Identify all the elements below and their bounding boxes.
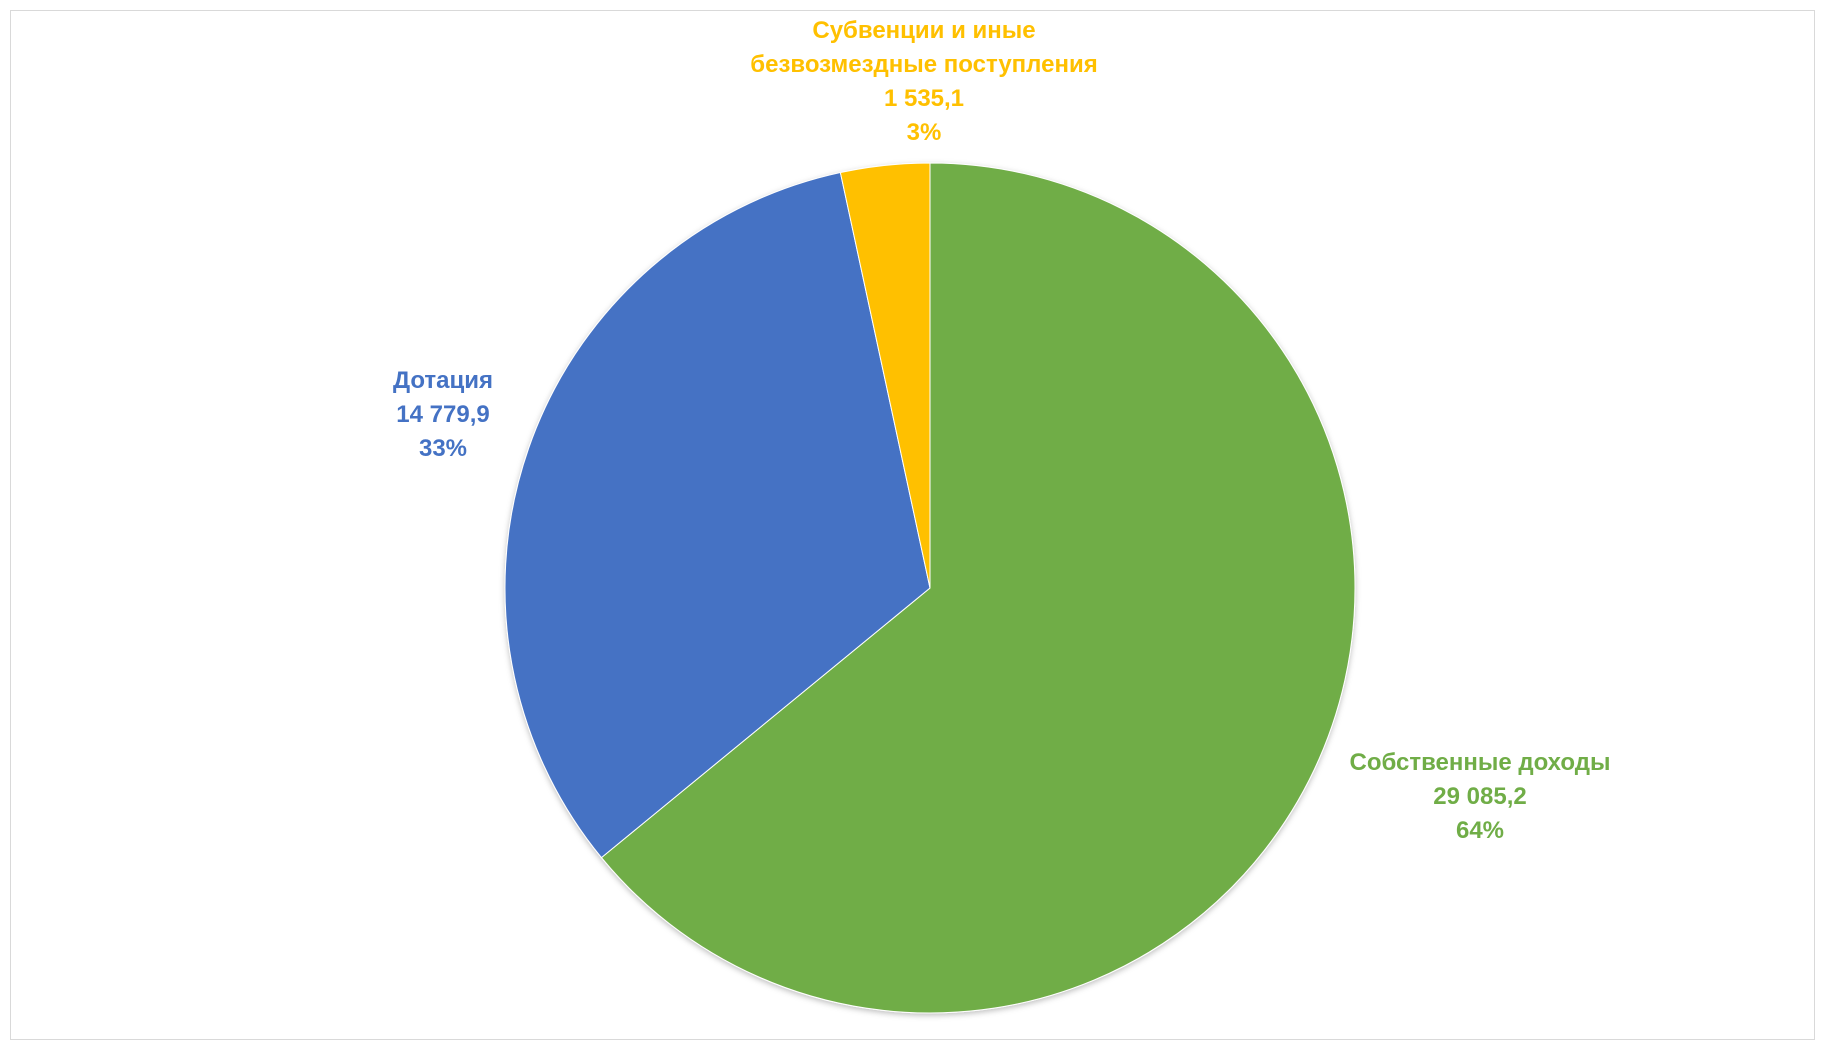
data-label-slice-2: Дотация 14 779,9 33% [393, 367, 493, 462]
slice-label-name: Собственные доходы [1349, 749, 1610, 776]
pie-slice-3 [839, 162, 931, 589]
slice-label-value: 1 535,1 [884, 85, 964, 112]
slice-label-name: Субвенции и иные [812, 17, 1035, 44]
pie-slices [504, 162, 1356, 1014]
slice-label-value: 29 085,2 [1433, 783, 1526, 810]
slice-label-percent: 64% [1456, 817, 1504, 844]
data-label-slice-3: Субвенции и иные безвозмездные поступлени… [750, 17, 1097, 146]
slice-label-percent: 3% [907, 119, 942, 146]
slice-label-value: 14 779,9 [396, 401, 489, 428]
slice-label-percent: 33% [419, 435, 467, 462]
pie-slice-1 [600, 162, 1356, 1014]
slice-label-name: безвозмездные поступления [750, 51, 1097, 78]
pie-data-labels: Собственные доходы 29 085,2 64% Дотация 14 7… [393, 17, 1611, 844]
pie-slice-2 [504, 171, 931, 859]
data-label-slice-1: Собственные доходы 29 085,2 64% [1349, 749, 1610, 844]
slice-label-name: Дотация [393, 367, 493, 394]
